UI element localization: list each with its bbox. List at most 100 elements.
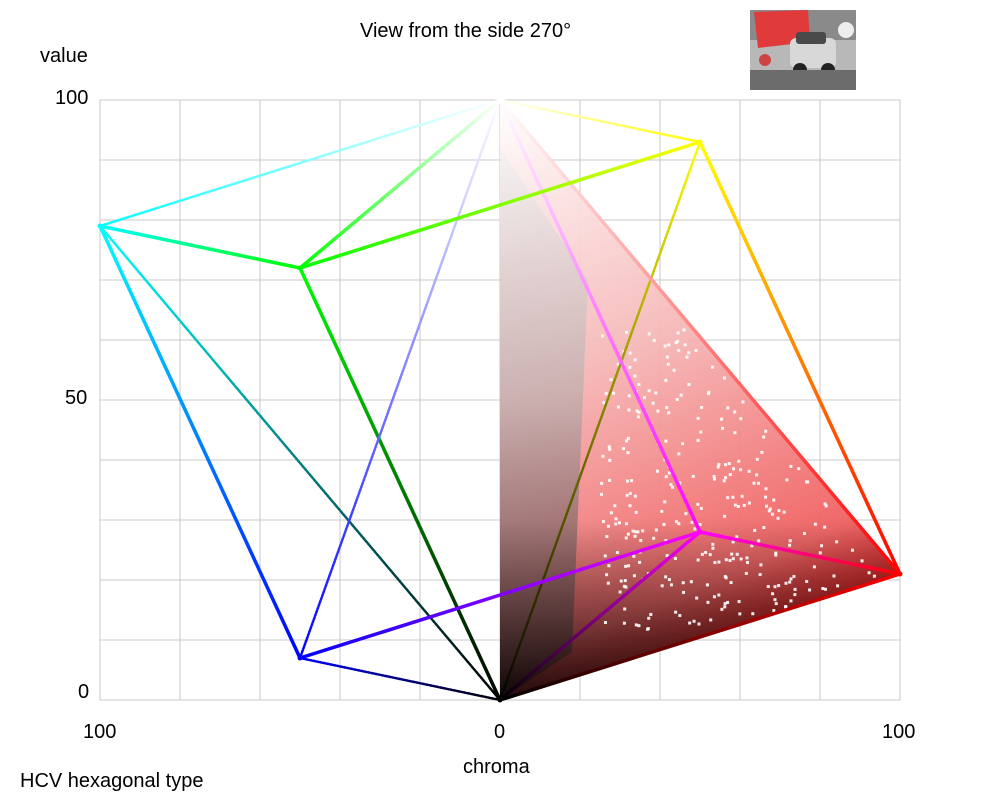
vertex-red (897, 571, 903, 577)
point (777, 584, 781, 588)
point (726, 406, 730, 410)
point (664, 439, 668, 443)
point (765, 504, 769, 508)
point (823, 525, 827, 529)
point (735, 535, 739, 539)
point (726, 600, 730, 604)
hexcone-edge-black-cyan (98, 224, 502, 702)
point (860, 559, 864, 563)
hexcone-edge-red-yellow (698, 140, 902, 576)
point (872, 574, 876, 578)
point (738, 612, 742, 616)
point (731, 467, 735, 471)
point (717, 462, 721, 466)
point (633, 494, 637, 498)
hexcone-edge-white-blue (298, 98, 502, 660)
point (773, 598, 777, 602)
point (739, 557, 743, 561)
point (717, 560, 721, 564)
point (652, 536, 656, 540)
point (784, 581, 788, 585)
point (664, 475, 668, 479)
point (628, 365, 632, 369)
point (634, 623, 638, 627)
point (728, 473, 732, 477)
point (607, 445, 611, 449)
point (664, 539, 668, 543)
hexcone-edge-cyan-blue (98, 224, 302, 660)
point (623, 607, 627, 611)
point (689, 580, 693, 584)
point (632, 574, 636, 578)
point (852, 596, 856, 600)
point (783, 625, 787, 629)
point (662, 522, 666, 526)
point (646, 627, 650, 631)
point (765, 626, 769, 630)
x-axis-label: chroma (463, 756, 530, 778)
point (667, 578, 671, 582)
point (733, 431, 737, 435)
point (601, 520, 605, 524)
point (766, 584, 770, 588)
point (699, 506, 703, 510)
point (789, 577, 793, 581)
point (789, 464, 793, 468)
point (823, 502, 827, 506)
point (835, 599, 839, 603)
point (665, 355, 669, 359)
point (672, 368, 676, 372)
point (674, 610, 678, 614)
point (764, 429, 768, 433)
point (777, 509, 781, 513)
point (741, 400, 745, 404)
point (731, 540, 735, 544)
point (744, 571, 748, 575)
point (784, 605, 788, 609)
point (603, 554, 607, 558)
vertex-white (497, 97, 503, 103)
point (678, 614, 682, 618)
point (730, 552, 734, 556)
point-cloud-shading (500, 100, 900, 700)
point (673, 556, 677, 560)
point (762, 525, 766, 529)
point (637, 383, 641, 387)
point (792, 574, 796, 578)
point (624, 564, 628, 568)
point (824, 504, 828, 508)
point (723, 602, 727, 606)
point (755, 473, 759, 477)
point (649, 612, 653, 616)
hexcone-edge-green-cyan (98, 224, 302, 270)
point (618, 590, 622, 594)
point (823, 587, 827, 591)
point (647, 616, 651, 620)
point (722, 376, 726, 380)
hexcone-edge-black-red (498, 572, 902, 702)
point (637, 624, 641, 628)
point (793, 593, 797, 597)
point (723, 514, 727, 518)
point (729, 581, 733, 585)
point (722, 479, 726, 483)
point (821, 620, 825, 624)
point (785, 478, 789, 482)
point (698, 522, 702, 526)
point (867, 571, 871, 575)
point (757, 539, 761, 543)
point (669, 583, 673, 587)
point (874, 626, 878, 630)
point (787, 627, 791, 631)
point (760, 450, 764, 454)
y-tick-label: 100 (55, 87, 89, 109)
point (814, 602, 818, 606)
point (608, 447, 612, 451)
y-tick-label: 50 (65, 387, 88, 409)
point (712, 475, 716, 479)
y-tick-label: 0 (78, 681, 90, 703)
point (625, 479, 629, 483)
point (614, 517, 618, 521)
point (720, 607, 724, 611)
